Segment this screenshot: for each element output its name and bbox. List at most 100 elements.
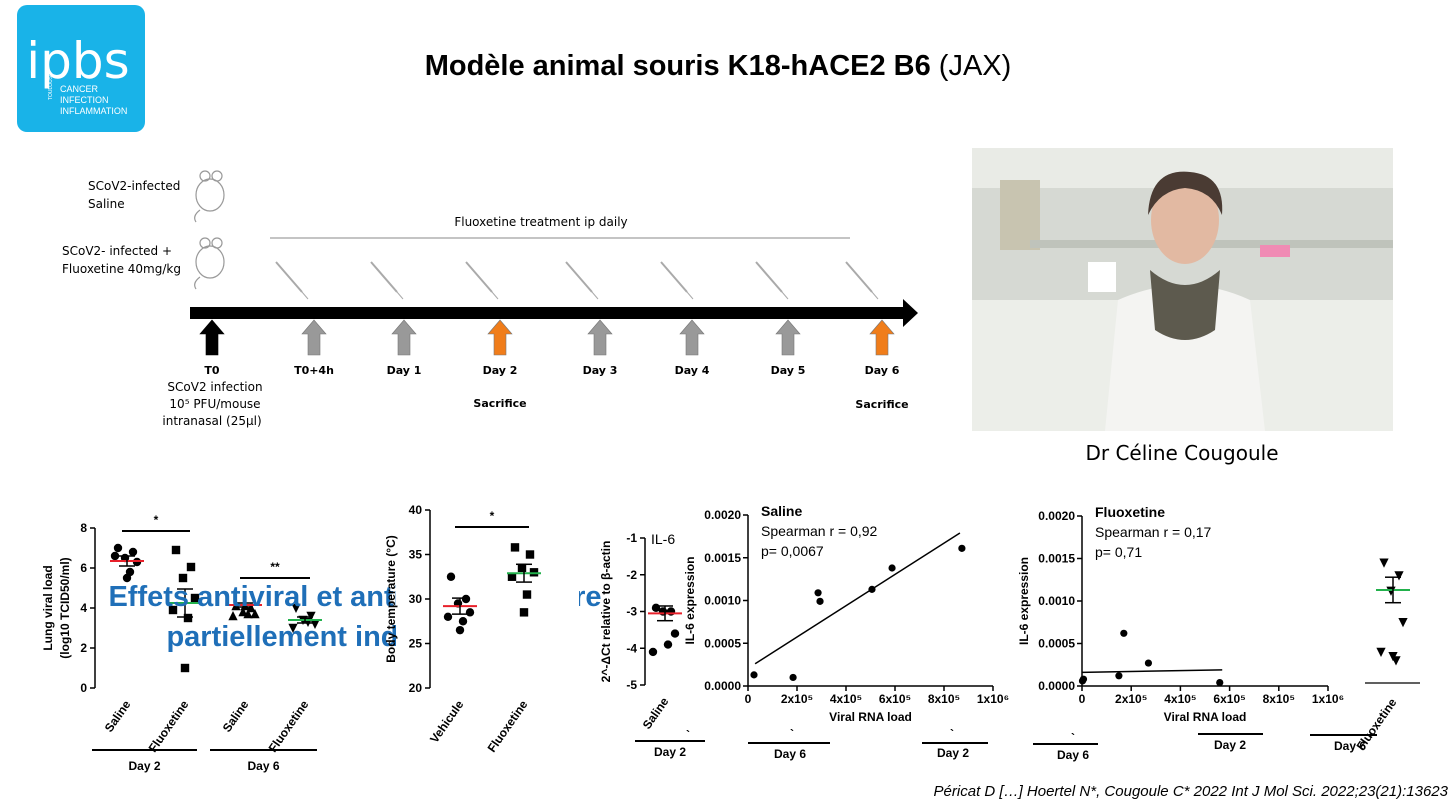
y-tick-label: 20 <box>409 681 423 695</box>
y-tick-label: -3 <box>626 605 637 619</box>
footer-label: Day 6 <box>1334 739 1366 753</box>
point <box>291 603 301 614</box>
step-label: Day 1 <box>387 364 422 377</box>
step-label: Day 6 <box>865 364 900 377</box>
footer: Day 2 Day 6 Day 2 Day 6 Day 2 Day 6 ` ` ` ` <box>635 727 1377 762</box>
footer-mark: ` <box>1071 731 1075 745</box>
syringe <box>465 261 493 293</box>
stat-label: Spearman r = 0,17 <box>1095 524 1212 540</box>
step-arrow <box>587 319 613 356</box>
syringe <box>275 261 303 293</box>
point <box>190 593 200 603</box>
footer-mark: ` <box>790 727 794 741</box>
logo-line: CANCER <box>60 84 99 94</box>
footer-mark: ` <box>686 728 690 742</box>
footer-label: Day 2 <box>654 745 686 759</box>
step-label: Day 5 <box>771 364 806 377</box>
y-tick-label: -2 <box>626 568 637 582</box>
point <box>888 564 896 572</box>
y-tick-label: 40 <box>409 503 423 517</box>
y-axis-label: Lung viral load <box>41 565 55 650</box>
point <box>958 544 966 552</box>
y-tick-label: 0.0010 <box>1038 594 1075 608</box>
chart-saline-correlation: 0 2x10⁵ 4x10⁵ 6x10⁵ 8x10⁵ 1x10⁶ 0.0000 0.0005 0.… <box>683 503 1009 724</box>
panel-label: IL-6 <box>651 531 675 547</box>
step-arrow <box>199 319 225 356</box>
point <box>461 594 471 604</box>
point <box>186 562 196 572</box>
steps: T0 T0+4h Day 1 Day 2 Day 3 Day 4 Day 5 Day 6 <box>199 319 900 377</box>
point <box>128 547 138 557</box>
y-axis-label: 2^-ΔCt relative to β-actin <box>599 541 613 683</box>
syringe-needle <box>591 291 599 300</box>
point <box>789 673 797 682</box>
footer-mark: ` <box>950 727 954 741</box>
logo-name: ipbs <box>26 32 129 90</box>
group-label: Saline <box>88 197 125 211</box>
point <box>238 606 248 617</box>
point <box>288 623 298 634</box>
y-tick-label: -1 <box>626 531 637 545</box>
y-tick-label: 0 <box>80 681 87 695</box>
point <box>1144 659 1153 667</box>
stat-label: p= 0,0067 <box>761 543 824 559</box>
time-axis-head <box>903 299 918 327</box>
y-tick-label: 6 <box>80 561 87 575</box>
x-tick-label: 1x10⁶ <box>977 692 1009 706</box>
infection-label: SCoV2 infection <box>167 380 262 394</box>
logo-box <box>17 5 145 132</box>
fit-line <box>1081 669 1223 674</box>
photo-roll <box>1088 262 1116 292</box>
point <box>1115 672 1123 680</box>
x-tick-label: 6x10⁵ <box>1213 692 1245 706</box>
point <box>171 545 181 555</box>
point <box>525 550 535 559</box>
point <box>122 573 132 583</box>
point <box>1120 629 1128 637</box>
step-arrow <box>679 319 705 356</box>
x-tick-label: 8x10⁵ <box>1263 692 1295 706</box>
x-tick-label: 8x10⁵ <box>928 692 960 706</box>
point <box>446 572 456 581</box>
photo-coat <box>1105 285 1265 431</box>
point <box>458 617 468 626</box>
significance-label: * <box>154 513 159 527</box>
point <box>666 607 676 616</box>
point <box>670 629 680 638</box>
group-label: Day 6 <box>247 759 279 773</box>
mouse-icon <box>194 170 225 223</box>
photo <box>972 148 1393 431</box>
point <box>178 573 188 583</box>
panel-title: Saline <box>761 503 802 519</box>
x-tick-label: 0 <box>745 692 752 706</box>
syringe-needle <box>491 291 499 300</box>
group-label: SCoV2- infected + <box>62 244 172 258</box>
x-axis-label: Viral RNA load <box>1164 710 1247 724</box>
point <box>180 663 190 673</box>
sacrifice-label: Sacrifice <box>473 397 526 410</box>
x-tick-label: 1x10⁶ <box>1312 692 1344 706</box>
x-tick-label: 4x10⁵ <box>830 692 862 706</box>
chart-fluoxetine-correlation: 0 2x10⁵ 4x10⁵ 6x10⁵ 8x10⁵ 1x10⁶ 0.0000 0.0005 0.… <box>1017 504 1344 724</box>
title-normal: (JAX) <box>931 50 1012 82</box>
y-tick-label: 0.0005 <box>1038 637 1075 651</box>
point <box>519 608 529 617</box>
footer-label: Day 2 <box>937 746 969 760</box>
point <box>113 543 123 553</box>
logo-city: TOULOUSE <box>48 72 54 100</box>
syringe-needle <box>871 291 879 300</box>
point <box>522 590 532 599</box>
step-arrow <box>775 319 801 356</box>
point <box>455 625 465 635</box>
y-tick-label: -4 <box>626 641 637 655</box>
x-tick-label: 6x10⁵ <box>879 692 911 706</box>
y-tick-label: 0.0000 <box>704 679 741 693</box>
footer-label: Day 2 <box>1214 738 1246 752</box>
panel-title: Fluoxetine <box>1095 504 1165 520</box>
photo-face <box>1151 176 1219 264</box>
group-label: Fluoxetine 40mg/kg <box>62 262 181 276</box>
point <box>1379 558 1389 568</box>
y-tick-label: 8 <box>80 521 87 535</box>
logo-line: INFLAMMATION <box>60 106 127 116</box>
footer-label: Day 6 <box>1057 748 1089 762</box>
